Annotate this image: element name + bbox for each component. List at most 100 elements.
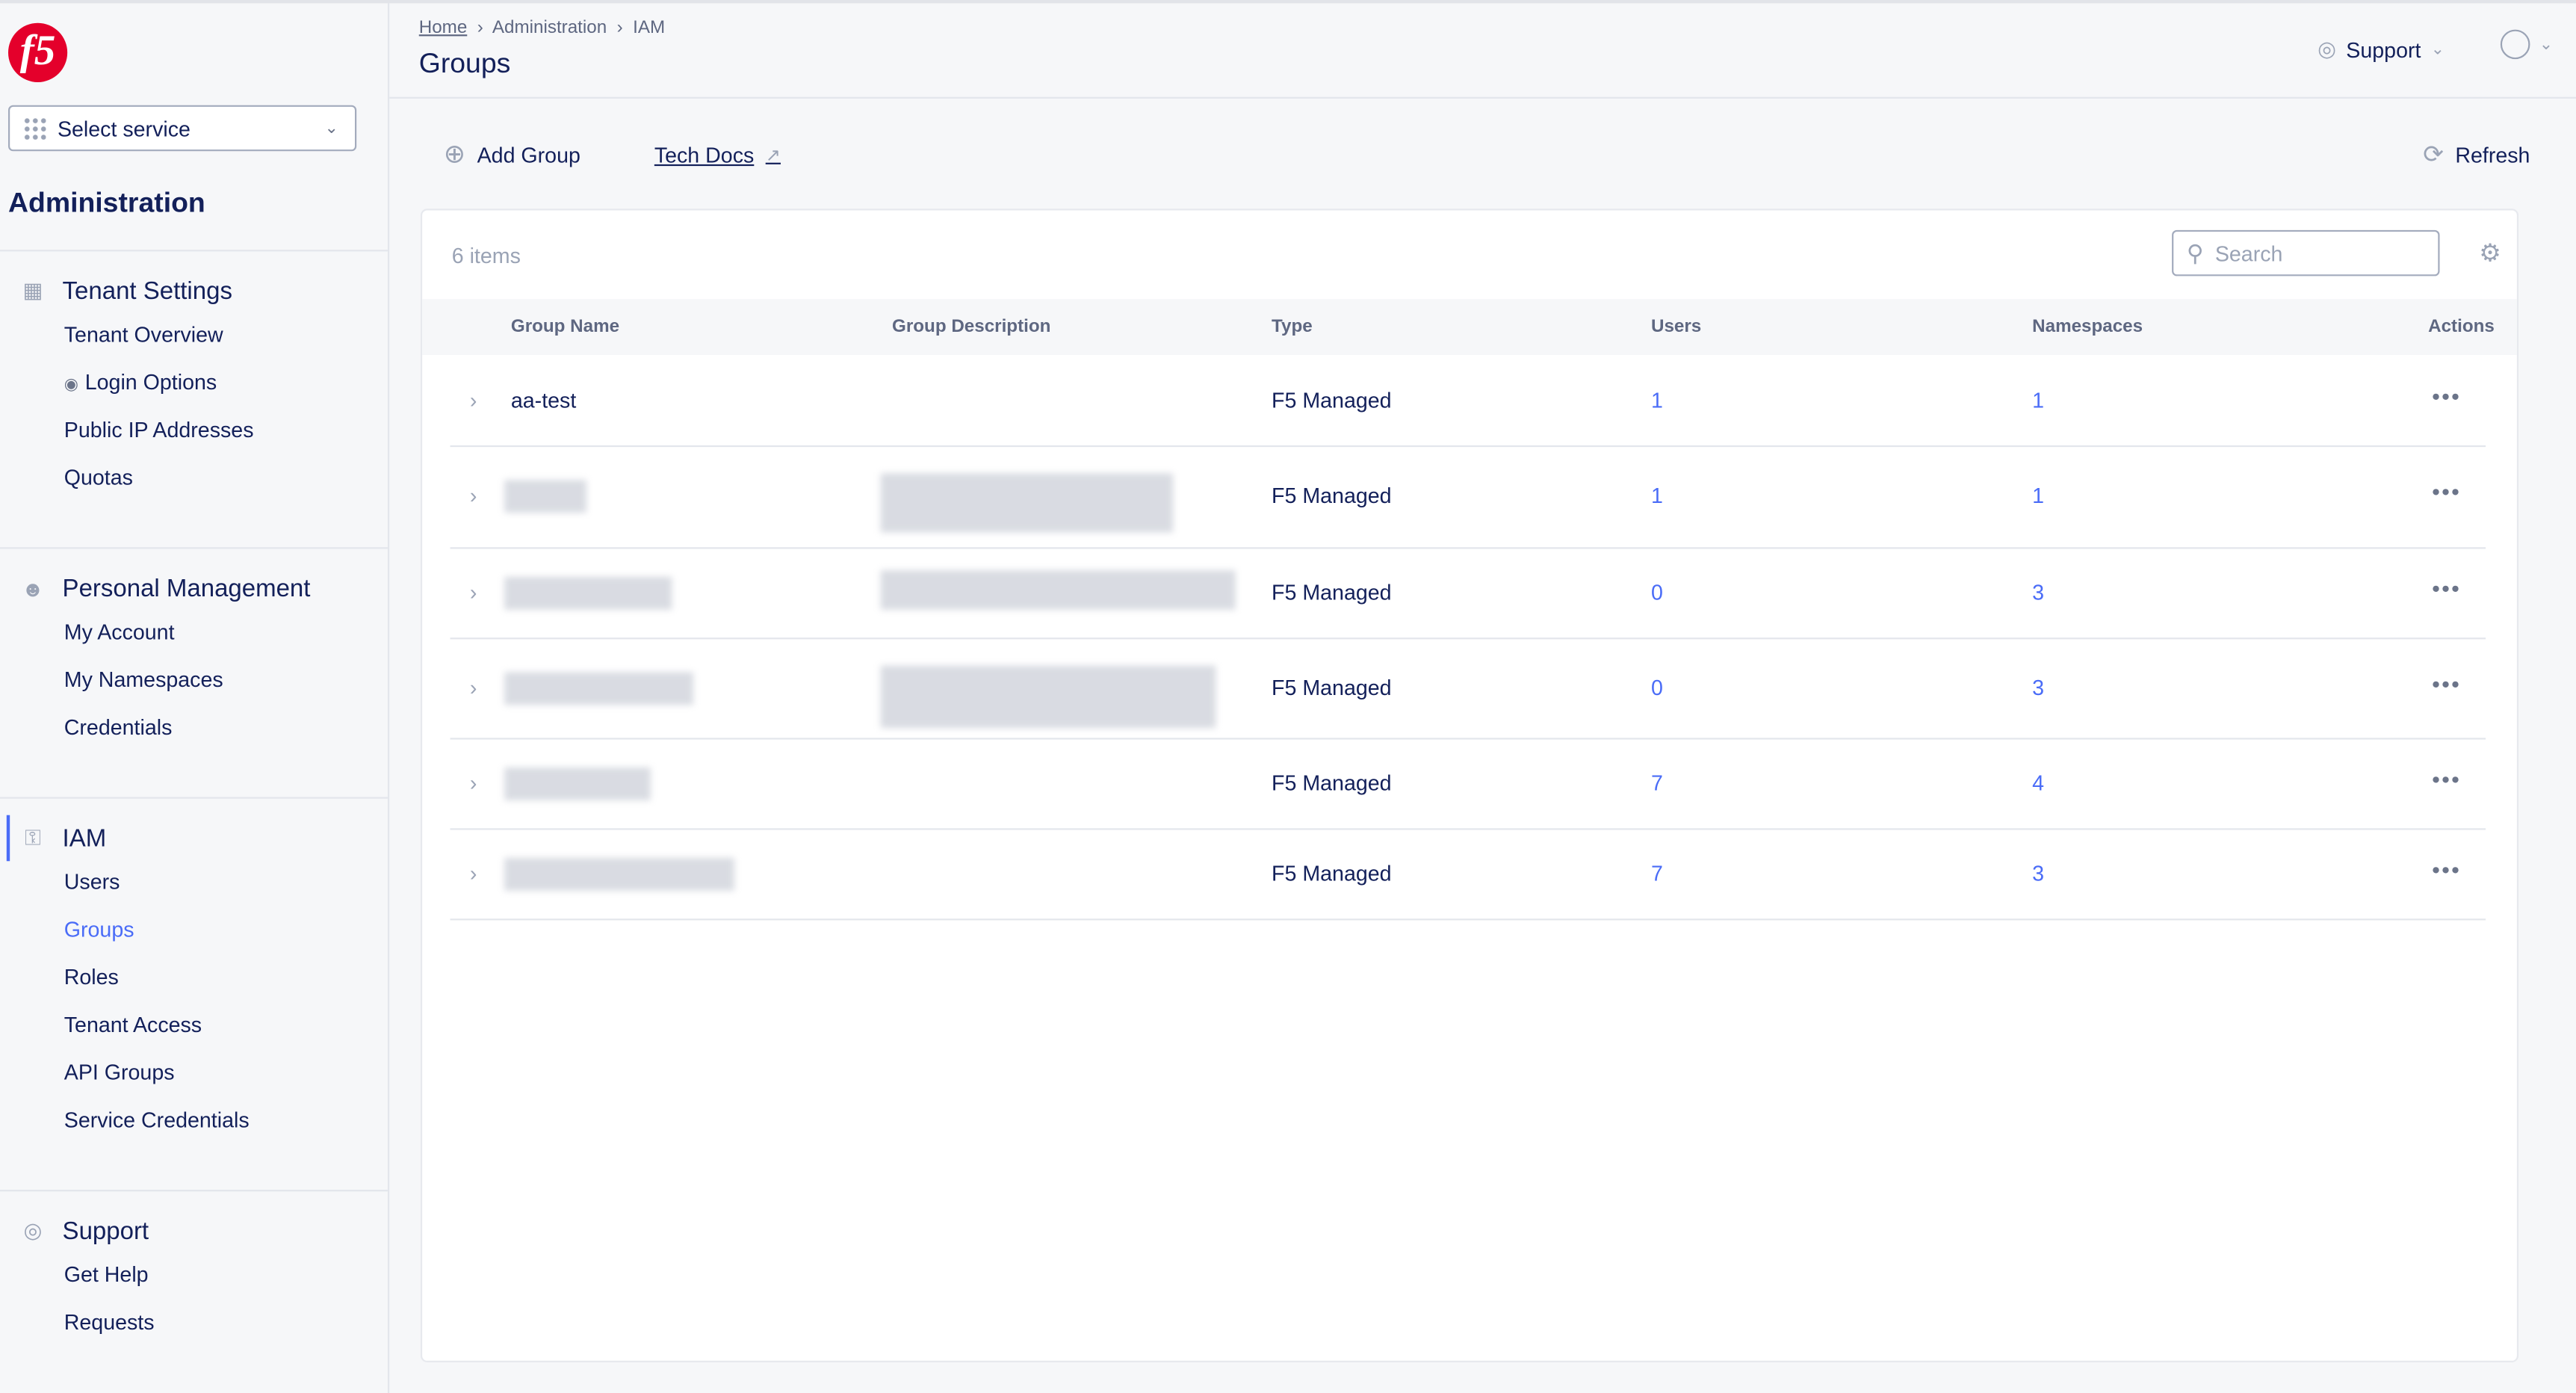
search-input[interactable]: ⚲ Search <box>2172 229 2440 277</box>
user-gear-icon: ☻ <box>21 575 45 601</box>
namespaces-count-link[interactable]: 3 <box>2032 860 2045 886</box>
search-icon: ⚲ <box>2186 238 2204 266</box>
sidebar-section-iam: ⚿ IAM Users Groups Roles Tenant Access API Gro… <box>0 797 388 1144</box>
expand-chevron-icon[interactable]: › <box>469 579 477 605</box>
sidebar-section-header[interactable]: ⚿ IAM <box>0 818 388 858</box>
sidebar-item-public-ip-addresses[interactable]: Public IP Addresses <box>0 406 388 454</box>
sidebar-section-header[interactable]: ▦ Tenant Settings <box>0 271 388 311</box>
sidebar-item-label: Users <box>64 869 120 895</box>
sidebar-section-header[interactable]: ◎ Support <box>0 1211 388 1251</box>
more-actions-icon[interactable]: ••• <box>2432 670 2462 696</box>
sidebar-item-groups[interactable]: Groups <box>0 906 388 954</box>
users-count-link[interactable]: 1 <box>1650 386 1663 412</box>
column-group-description[interactable]: Group Description <box>892 317 1051 337</box>
redacted-description <box>880 569 1236 609</box>
more-actions-icon[interactable]: ••• <box>2432 855 2462 882</box>
expand-chevron-icon[interactable]: › <box>469 674 477 699</box>
user-menu[interactable]: ⌄ <box>2500 29 2554 60</box>
namespaces-count-link[interactable]: 1 <box>2032 386 2045 412</box>
sidebar-item-label: Public IP Addresses <box>64 417 254 442</box>
sidebar-item-service-credentials[interactable]: Service Credentials <box>0 1096 388 1144</box>
plus-circle-icon: ⊕ <box>443 141 466 170</box>
table-row[interactable]: › F5 Managed 7 3 ••• <box>450 828 2486 921</box>
table-row[interactable]: › F5 Managed 7 4 ••• <box>450 738 2486 830</box>
table-header: Group Name Group Description Type Users … <box>422 299 2517 355</box>
refresh-button[interactable]: ⟳ Refresh <box>2423 140 2530 169</box>
sidebar-item-label: Credentials <box>64 714 173 740</box>
add-group-button[interactable]: ⊕ Add Group <box>444 138 580 171</box>
namespaces-count-link[interactable]: 3 <box>2032 579 2045 605</box>
users-count-link[interactable]: 0 <box>1650 579 1663 605</box>
users-count-link[interactable]: 1 <box>1650 483 1663 508</box>
more-actions-icon[interactable]: ••• <box>2432 765 2462 791</box>
group-type: F5 Managed <box>1272 860 1392 886</box>
sidebar-item-label: Login Options <box>84 369 217 395</box>
column-namespaces[interactable]: Namespaces <box>2032 317 2143 337</box>
users-count-link[interactable]: 7 <box>1650 860 1663 886</box>
redacted-group-name <box>504 575 672 609</box>
namespaces-count-link[interactable]: 3 <box>2032 674 2045 699</box>
tech-docs-link[interactable]: Tech Docs ↗ <box>654 142 781 167</box>
gear-icon[interactable]: ⚙ <box>2479 240 2501 268</box>
f5-logo[interactable]: f5 <box>7 22 68 82</box>
sidebar-item-get-help[interactable]: Get Help <box>0 1250 388 1298</box>
group-type: F5 Managed <box>1272 770 1392 795</box>
sidebar-item-my-account[interactable]: My Account <box>0 608 388 656</box>
sidebar-item-label: Tenant Access <box>64 1012 202 1037</box>
users-count-link[interactable]: 0 <box>1650 674 1663 699</box>
namespaces-count-link[interactable]: 4 <box>2032 770 2045 795</box>
sidebar-item-label: Service Credentials <box>64 1108 250 1133</box>
external-link-icon: ↗ <box>765 145 781 165</box>
sidebar-item-my-namespaces[interactable]: My Namespaces <box>0 655 388 703</box>
sidebar-item-quotas[interactable]: Quotas <box>0 454 388 501</box>
more-actions-icon[interactable]: ••• <box>2432 382 2462 409</box>
column-users[interactable]: Users <box>1650 317 1702 337</box>
expand-chevron-icon[interactable]: › <box>469 770 477 795</box>
groups-table-card: 6 items ⚲ Search ⚙ Group Name Group Desc… <box>420 209 2519 1362</box>
sidebar-item-login-options[interactable]: ◉ Login Options <box>0 358 388 406</box>
breadcrumb-home[interactable]: Home <box>418 18 468 38</box>
group-type: F5 Managed <box>1272 483 1392 508</box>
redacted-description <box>880 473 1174 533</box>
sidebar-item-tenant-overview[interactable]: Tenant Overview <box>0 311 388 359</box>
sidebar-item-roles[interactable]: Roles <box>0 953 388 1001</box>
sidebar-item-credentials[interactable]: Credentials <box>0 703 388 751</box>
refresh-label: Refresh <box>2455 142 2530 167</box>
column-group-name[interactable]: Group Name <box>510 317 620 337</box>
sidebar-item-label: My Account <box>64 620 175 645</box>
expand-chevron-icon[interactable]: › <box>469 483 477 508</box>
group-type: F5 Managed <box>1272 579 1392 605</box>
sidebar-section-support: ◎ Support Get Help Requests <box>0 1190 388 1346</box>
group-name[interactable]: aa-test <box>510 386 577 412</box>
more-actions-icon[interactable]: ••• <box>2432 574 2462 601</box>
chevron-right-icon: › <box>611 18 634 38</box>
users-count-link[interactable]: 7 <box>1650 770 1663 795</box>
search-placeholder: Search <box>2214 241 2283 266</box>
sidebar-item-users[interactable]: Users <box>0 858 388 906</box>
sidebar-item-requests[interactable]: Requests <box>0 1298 388 1346</box>
table-row[interactable]: › aa-test F5 Managed 1 1 ••• <box>450 355 2486 448</box>
table-row[interactable]: › F5 Managed 0 3 ••• <box>450 637 2486 740</box>
expand-chevron-icon[interactable]: › <box>469 860 477 886</box>
sidebar: f5 Select service ⌄ Administration ▦ Tena… <box>0 3 390 1393</box>
table-row[interactable]: › F5 Managed 1 1 ••• <box>450 445 2486 549</box>
chevron-right-icon: › <box>472 18 492 38</box>
section-title: Tenant Settings <box>62 277 232 305</box>
service-select[interactable]: Select service ⌄ <box>7 105 357 152</box>
sidebar-section-header[interactable]: ☻ Personal Management <box>0 569 388 608</box>
sidebar-item-label: API Groups <box>64 1060 175 1085</box>
section-title: IAM <box>62 824 107 853</box>
sidebar-item-api-groups[interactable]: API Groups <box>0 1048 388 1096</box>
expand-chevron-icon[interactable]: › <box>469 386 477 412</box>
sidebar-item-tenant-access[interactable]: Tenant Access <box>0 1001 388 1048</box>
breadcrumb-administration: Administration <box>492 18 607 38</box>
chevron-down-icon: ⌄ <box>2539 35 2554 54</box>
section-title: Support <box>62 1217 149 1245</box>
support-label: Support <box>2346 37 2421 62</box>
namespaces-count-link[interactable]: 1 <box>2032 483 2045 508</box>
column-type[interactable]: Type <box>1272 317 1313 337</box>
building-icon: ▦ <box>22 277 43 303</box>
more-actions-icon[interactable]: ••• <box>2432 478 2462 505</box>
table-row[interactable]: › F5 Managed 0 3 ••• <box>450 547 2486 640</box>
support-menu[interactable]: ◎ Support ⌄ <box>2318 36 2445 62</box>
